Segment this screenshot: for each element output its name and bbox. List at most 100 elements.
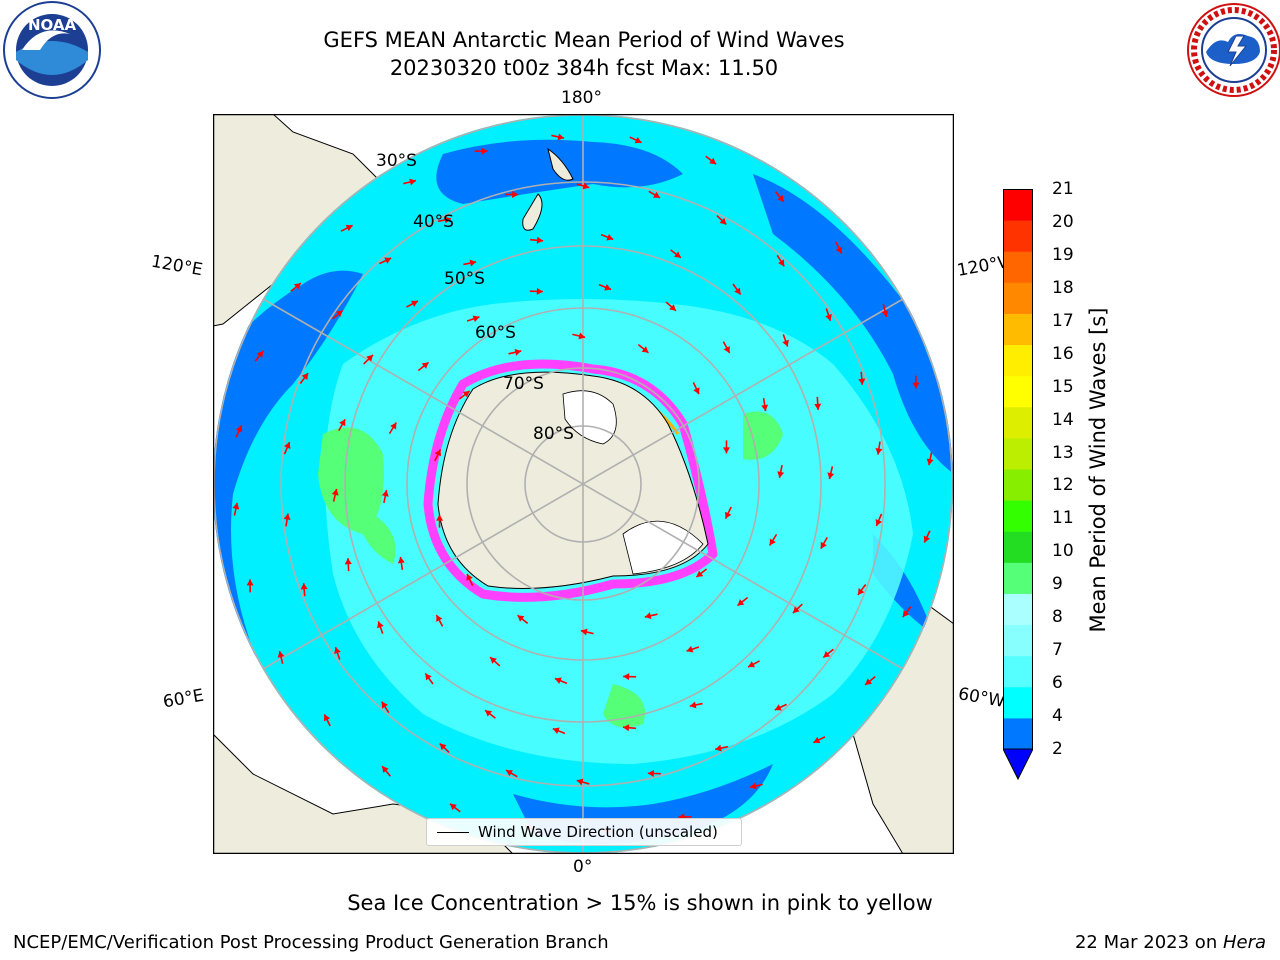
antarctica — [437, 371, 709, 589]
colorbar-tick: 16 — [1052, 343, 1074, 364]
lon-label-60w: 60°W — [956, 684, 1007, 712]
colorbar-underflow — [1003, 748, 1033, 781]
colorbar-segment — [1003, 220, 1033, 252]
wave-arrow-head — [578, 332, 586, 340]
wave-arrow-head — [723, 346, 730, 354]
wave-arrow-head — [284, 442, 291, 449]
colorbar-segment — [1003, 282, 1033, 314]
wave-arrow-head — [673, 251, 681, 258]
colorbar-tick: 19 — [1052, 244, 1074, 265]
colorbar-segment — [1003, 189, 1033, 221]
wave-arrow-head — [293, 283, 301, 290]
wave-arrow-head — [696, 570, 704, 578]
colorbar-segment — [1003, 593, 1033, 626]
wave-arrow-head — [923, 535, 931, 543]
wave-arrow-head — [722, 447, 730, 454]
wave-arrow-head — [469, 259, 477, 267]
footer-machine: Hera — [1222, 932, 1266, 953]
colorbar-tick: 17 — [1052, 310, 1074, 331]
wave-arrow-head — [283, 513, 291, 520]
wave-arrow-head — [472, 315, 480, 323]
wave-arrow-head — [514, 348, 522, 356]
colorbar-tick: 14 — [1052, 409, 1074, 430]
noaa-logo: NOAA — [3, 1, 101, 99]
wave-arrow-head — [439, 743, 447, 751]
wave-arrow-head — [769, 538, 776, 546]
wave-arrow-head — [792, 606, 800, 614]
wave-arrow-head — [466, 573, 473, 581]
wave-arrow-head — [381, 701, 388, 709]
wave-arrow-head — [512, 191, 519, 199]
wave-arrow-head — [300, 583, 308, 590]
wave-arrow-head — [669, 304, 676, 311]
wave-arrow-head — [485, 710, 493, 717]
wave-arrow-head — [390, 422, 397, 430]
wave-arrow-head — [750, 782, 757, 790]
page-title: GEFS MEAN Antarctic Mean Period of Wind … — [323, 28, 845, 52]
colorbar-tick: 12 — [1052, 475, 1074, 496]
footer-date-text: 22 Mar 2023 on — [1074, 932, 1223, 953]
wave-arrow-head — [301, 373, 309, 380]
wave-arrow-head — [827, 472, 835, 480]
legend-line-swatch — [437, 832, 469, 833]
wave-arrow-head — [490, 657, 497, 664]
wave-arrow-head — [536, 236, 544, 244]
colorbar — [1003, 189, 1033, 781]
wave-arrow-head — [323, 714, 331, 722]
colorbar-label: Mean Period of Wind Waves [s] — [1086, 307, 1110, 633]
wave-arrow-head — [436, 614, 443, 622]
colorbar-segment — [1003, 313, 1033, 346]
wave-arrow-head — [436, 514, 444, 521]
lon-label-60e: 60°E — [161, 685, 206, 713]
colorbar-segment — [1003, 344, 1033, 377]
colorbar-tick: 7 — [1052, 640, 1063, 661]
wave-arrow-head — [344, 558, 352, 565]
footer-date: 22 Mar 2023 on Hera — [1075, 932, 1266, 953]
wave-arrow-head — [693, 387, 700, 395]
colorbar-tick: 9 — [1052, 574, 1063, 595]
lat-label-50s: 50°S — [444, 269, 485, 289]
wave-arrow-head — [777, 471, 785, 478]
wave-arrow-head — [382, 766, 389, 774]
colorbar-segment — [1003, 717, 1033, 750]
wave-arrow-head — [774, 704, 782, 711]
colorbar-tick: 6 — [1052, 673, 1063, 694]
wave-arrow-head — [912, 382, 920, 389]
wave-arrow-head — [331, 488, 339, 496]
colorbar-tick: 15 — [1052, 376, 1074, 397]
wave-arrow-head — [410, 300, 418, 307]
wave-arrow-head — [653, 191, 661, 198]
legend-label: Wind Wave Direction (unscaled) — [478, 823, 718, 841]
colorbar-segment — [1003, 437, 1033, 470]
lon-label-180: 180° — [561, 88, 602, 108]
wave-arrow-head — [881, 310, 889, 317]
wave-arrow-head — [857, 588, 865, 595]
wave-arrow-head — [552, 727, 560, 735]
wave-arrow-head — [462, 390, 470, 398]
wave-arrow-head — [505, 770, 513, 777]
wave-direction-arrows — [232, 133, 934, 835]
wave-arrow-head — [634, 136, 642, 144]
colorbar-tick: 21 — [1052, 179, 1074, 199]
wave-arrow-head — [761, 404, 769, 412]
colorbar-tick: 20 — [1052, 211, 1074, 232]
wave-arrow-head — [444, 216, 451, 224]
wave-arrow-head — [554, 677, 562, 685]
wave-arrow-head — [644, 612, 652, 620]
colorbar-tick: 8 — [1052, 607, 1063, 628]
wave-arrow-head — [875, 448, 883, 455]
colorbar-tick: 18 — [1052, 277, 1074, 298]
wave-arrow-head — [481, 147, 488, 155]
colorbar-tick: 11 — [1052, 508, 1074, 529]
wave-arrow-head — [814, 403, 822, 410]
wave-arrow-head — [865, 678, 873, 685]
wave-arrow-head — [875, 519, 882, 526]
noaa-logo-text: NOAA — [28, 16, 77, 34]
wave-arrow-head — [434, 449, 441, 457]
wave-arrow-head — [823, 650, 831, 658]
sea-ice-note: Sea Ice Concentration > 15% is shown in … — [347, 891, 933, 915]
wave-arrow-head — [719, 217, 727, 225]
wave-arrow-head — [449, 803, 457, 811]
polar-map — [213, 114, 954, 854]
colorbar-tick: 10 — [1052, 541, 1074, 562]
